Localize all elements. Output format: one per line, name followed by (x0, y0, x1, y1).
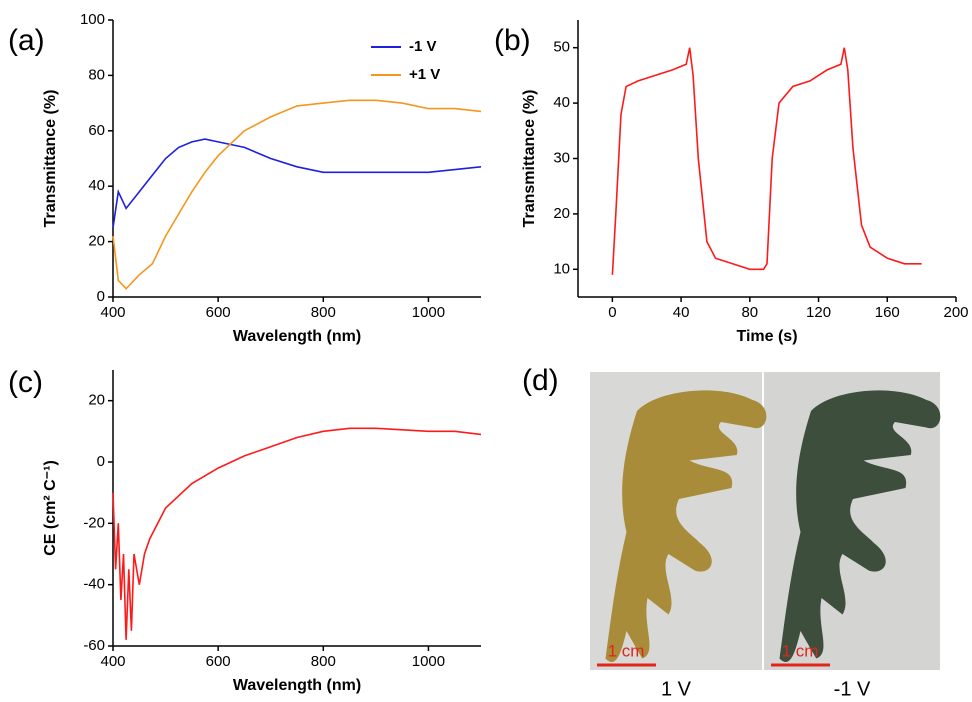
x-tick-label: 800 (311, 304, 336, 321)
y-tick-label: -40 (83, 576, 105, 593)
data-line (611, 47, 922, 275)
x-tick-label: 800 (311, 653, 336, 670)
x-axis-title: Wavelength (nm) (233, 328, 361, 345)
y-tick-label: 20 (88, 392, 105, 409)
caption: 1 V (661, 678, 692, 700)
x-axis-title: Wavelength (nm) (233, 677, 361, 694)
x-tick-label: 400 (100, 653, 125, 670)
legend-label: +1 V (409, 66, 440, 83)
panel-label: (c) (8, 366, 43, 399)
panel-label: (d) (522, 364, 559, 397)
y-tick-label: 100 (80, 11, 105, 28)
x-tick-label: 600 (206, 653, 231, 670)
data-line (112, 138, 482, 228)
data-line (112, 99, 482, 290)
y-axis-title: Transmittance (%) (42, 90, 59, 228)
x-tick-label: 1000 (412, 653, 445, 670)
y-tick-label: 60 (88, 122, 105, 139)
x-tick-label: 120 (806, 304, 831, 321)
x-tick-label: 160 (875, 304, 900, 321)
x-tick-label: 0 (608, 304, 616, 321)
y-tick-label: 50 (553, 39, 570, 56)
photo-panel: (d) 1 cm 1 cm 1 V -1 V (522, 364, 941, 700)
x-tick-label: 80 (741, 304, 758, 321)
y-tick-label: -60 (83, 637, 105, 654)
y-tick-label: 10 (553, 260, 570, 277)
y-tick-label: 80 (88, 66, 105, 83)
y-tick-label: -20 (83, 514, 105, 531)
y-tick-label: 0 (97, 288, 105, 305)
y-tick-label: 20 (88, 233, 105, 250)
y-axis-title: Transmittance (%) (521, 90, 538, 228)
panel-label: (a) (8, 24, 45, 57)
scale-label: 1 cm (608, 641, 645, 660)
panel-label: (b) (494, 24, 531, 57)
x-tick-label: 1000 (412, 304, 445, 321)
legend-label: -1 V (409, 38, 437, 55)
x-axis-title: Time (s) (736, 328, 797, 345)
x-tick-label: 40 (673, 304, 690, 321)
y-tick-label: 40 (88, 177, 105, 194)
x-tick-label: 600 (206, 304, 231, 321)
y-axis-title: CE (cm² C⁻¹) (42, 460, 59, 556)
y-tick-label: 30 (553, 149, 570, 166)
y-tick-label: 20 (553, 205, 570, 222)
y-tick-label: 40 (553, 94, 570, 111)
caption: -1 V (834, 678, 871, 700)
y-tick-label: 0 (97, 453, 105, 470)
scale-label: 1 cm (782, 641, 819, 660)
x-tick-label: 400 (100, 304, 125, 321)
x-tick-label: 200 (943, 304, 968, 321)
data-line (112, 427, 482, 640)
